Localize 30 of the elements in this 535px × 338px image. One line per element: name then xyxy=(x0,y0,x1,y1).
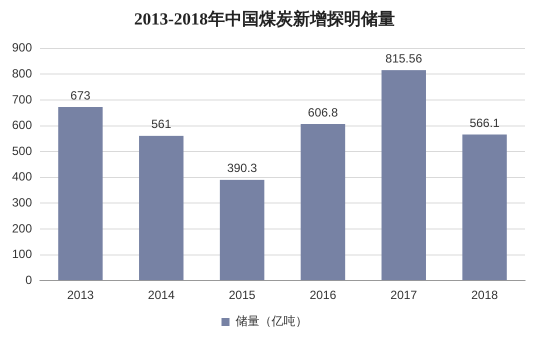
y-tick-label: 700 xyxy=(12,92,32,106)
x-tick-label: 2017 xyxy=(390,288,418,302)
data-label: 673 xyxy=(70,88,91,102)
data-label: 566.1 xyxy=(470,116,500,130)
bar xyxy=(58,106,103,280)
x-tick-label: 2013 xyxy=(67,288,94,302)
bar xyxy=(220,180,264,280)
bar xyxy=(139,136,184,280)
chart-title: 2013-2018年中国煤炭新增探明储量 xyxy=(134,10,395,29)
y-tick-label: 400 xyxy=(12,170,32,184)
bar xyxy=(382,70,426,280)
bar xyxy=(300,124,346,280)
x-tick-label: 2016 xyxy=(310,288,337,302)
bar xyxy=(462,134,507,280)
y-tick-label: 200 xyxy=(12,221,32,236)
x-tick-label: 2015 xyxy=(228,288,256,302)
y-tick-label: 900 xyxy=(12,40,32,55)
data-label: 815.56 xyxy=(385,52,422,66)
y-tick-label: 800 xyxy=(12,66,32,81)
y-tick-label: 300 xyxy=(12,196,32,210)
legend-label: 储量（亿吨） xyxy=(236,314,308,328)
x-tick-label: 2014 xyxy=(148,288,175,302)
y-tick-label: 600 xyxy=(12,118,32,132)
y-tick-label: 500 xyxy=(12,144,32,158)
data-label: 561 xyxy=(151,117,172,132)
y-tick-label: 0 xyxy=(25,272,32,287)
y-tick-label: 100 xyxy=(12,247,32,262)
data-label: 390.3 xyxy=(227,161,258,176)
data-label: 606.8 xyxy=(308,105,338,120)
x-tick-label: 2018 xyxy=(471,288,498,302)
